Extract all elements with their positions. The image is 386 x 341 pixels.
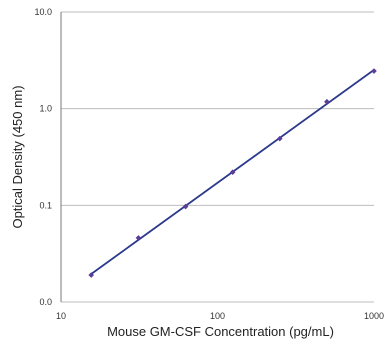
x-tick-label: 1000 — [364, 311, 384, 321]
x-tick-label: 100 — [210, 311, 225, 321]
y-tick-label: 0.0 — [39, 297, 52, 307]
data-point — [88, 272, 95, 278]
y-tick-label: 0.1 — [39, 200, 52, 210]
x-axis-title: Mouse GM-CSF Concentration (pg/mL) — [107, 324, 334, 339]
grid-layer — [61, 11, 374, 303]
tick-layer: 0.0 0.1 1.0 10.0 10 100 1000 — [34, 7, 384, 321]
data-point — [229, 169, 236, 176]
x-tick-label: 10 — [56, 311, 66, 321]
y-axis-title: Optical Density (450 nm) — [10, 85, 25, 228]
data-point — [182, 203, 189, 210]
series-layer — [88, 68, 377, 278]
y-tick-label: 10.0 — [34, 7, 52, 17]
y-tick-label: 1.0 — [39, 104, 52, 114]
data-point — [276, 135, 283, 142]
data-point — [135, 235, 142, 241]
data-point — [324, 98, 330, 105]
data-point — [371, 68, 377, 74]
